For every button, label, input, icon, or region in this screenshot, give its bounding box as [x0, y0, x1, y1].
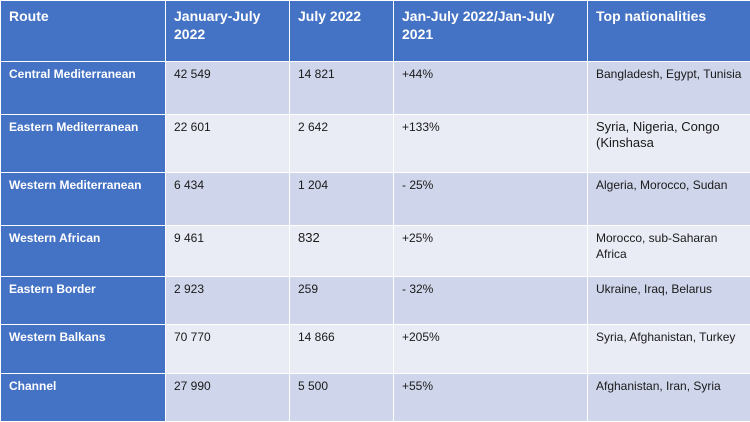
table-row: Western African 9 461 832 +25% Morocco, … [1, 226, 750, 277]
route-cell: Channel [1, 374, 166, 422]
jan-jul-cell: 42 549 [166, 62, 290, 115]
change-cell: +205% [394, 325, 588, 374]
route-cell: Western Mediterranean [1, 173, 166, 226]
nationalities-cell: Algeria, Morocco, Sudan [588, 173, 750, 226]
table-row: Central Mediterranean 42 549 14 821 +44%… [1, 62, 750, 115]
change-cell: - 25% [394, 173, 588, 226]
jul-cell: 14 866 [290, 325, 394, 374]
header-row: Route January-July 2022 July 2022 Jan-Ju… [1, 1, 750, 62]
header-change: Jan-July 2022/Jan-July 2021 [394, 1, 588, 62]
change-cell: +25% [394, 226, 588, 277]
nationalities-cell: Syria, Afghanistan, Turkey [588, 325, 750, 374]
jan-jul-cell: 22 601 [166, 115, 290, 173]
nationalities-cell: Morocco, sub-Saharan Africa [588, 226, 750, 277]
jan-jul-cell: 27 990 [166, 374, 290, 422]
table-row: Eastern Mediterranean 22 601 2 642 +133%… [1, 115, 750, 173]
jul-cell: 5 500 [290, 374, 394, 422]
change-cell: +133% [394, 115, 588, 173]
table-row: Channel 27 990 5 500 +55% Afghanistan, I… [1, 374, 750, 422]
jul-cell: 832 [290, 226, 394, 277]
table-row: Western Mediterranean 6 434 1 204 - 25% … [1, 173, 750, 226]
jan-jul-cell: 2 923 [166, 277, 290, 325]
route-cell: Eastern Border [1, 277, 166, 325]
change-cell: +55% [394, 374, 588, 422]
jan-jul-cell: 9 461 [166, 226, 290, 277]
nationalities-cell: Bangladesh, Egypt, Tunisia [588, 62, 750, 115]
change-cell: +44% [394, 62, 588, 115]
jul-cell: 2 642 [290, 115, 394, 173]
route-cell: Western Balkans [1, 325, 166, 374]
table-row: Western Balkans 70 770 14 866 +205% Syri… [1, 325, 750, 374]
route-cell: Eastern Mediterranean [1, 115, 166, 173]
nationalities-cell: Ukraine, Iraq, Belarus [588, 277, 750, 325]
header-route: Route [1, 1, 166, 62]
nationalities-cell: Afghanistan, Iran, Syria [588, 374, 750, 422]
jan-jul-cell: 70 770 [166, 325, 290, 374]
jan-jul-cell: 6 434 [166, 173, 290, 226]
route-cell: Central Mediterranean [1, 62, 166, 115]
header-january-july-2022: January-July 2022 [166, 1, 290, 62]
jul-cell: 1 204 [290, 173, 394, 226]
header-july-2022: July 2022 [290, 1, 394, 62]
nationalities-cell: Syria, Nigeria, Congo (Kinshasa [588, 115, 750, 173]
change-cell: - 32% [394, 277, 588, 325]
header-top-nationalities: Top nationalities [588, 1, 750, 62]
table-row: Eastern Border 2 923 259 - 32% Ukraine, … [1, 277, 750, 325]
jul-cell: 259 [290, 277, 394, 325]
route-cell: Western African [1, 226, 166, 277]
jul-cell: 14 821 [290, 62, 394, 115]
